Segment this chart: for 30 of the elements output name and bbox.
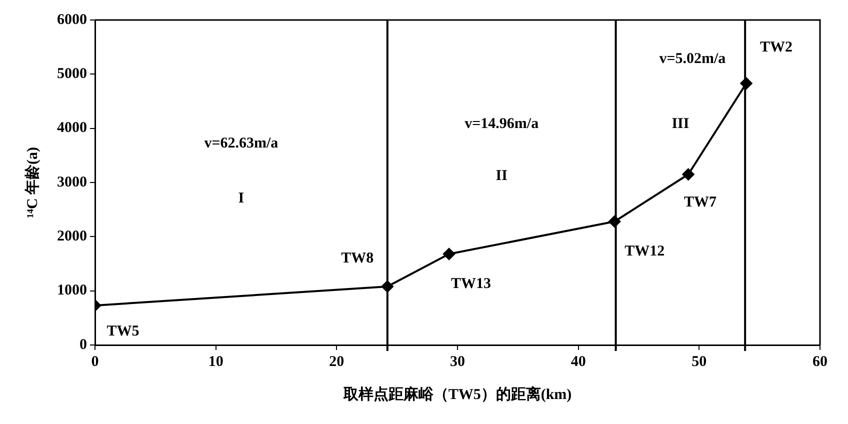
y-tick-label: 2000 xyxy=(57,228,87,245)
annotation: TW12 xyxy=(624,243,665,260)
annotation: v=5.02m/a xyxy=(659,50,726,67)
annotation: v=62.63m/a xyxy=(204,135,279,152)
annotation: I xyxy=(238,190,244,207)
x-tick-label: 0 xyxy=(91,354,99,370)
x-tick-label: 50 xyxy=(692,354,707,370)
annotation: TW2 xyxy=(760,39,793,56)
annotation: TW7 xyxy=(684,194,718,210)
x-tick-label: 40 xyxy=(570,354,586,370)
annotation: II xyxy=(496,168,508,184)
y-axis-title: ¹⁴C 年龄(a) xyxy=(24,146,41,218)
x-tick-label: 30 xyxy=(450,354,465,370)
point xyxy=(682,168,694,180)
annotation: TW5 xyxy=(106,323,140,340)
x-tick-label: 20 xyxy=(329,354,344,370)
y-tick-label: 5000 xyxy=(57,66,87,82)
annotation: TW13 xyxy=(451,276,492,292)
y-tick-label: 4000 xyxy=(57,120,87,136)
y-tick-label: 6000 xyxy=(57,12,87,28)
annotation: TW8 xyxy=(341,250,374,266)
x-tick-label: 10 xyxy=(208,354,224,370)
annotation: III xyxy=(672,116,690,132)
y-tick-label: 0 xyxy=(80,336,87,353)
y-tick-label: 1000 xyxy=(57,282,87,299)
x-axis-title: 取样点距麻峪（TW5）的距离(km) xyxy=(342,384,572,403)
annotation: v=14.96m/a xyxy=(464,116,540,132)
y-tick-label: 3000 xyxy=(57,174,87,190)
x-tick-label: 60 xyxy=(812,354,828,370)
point xyxy=(443,248,456,260)
